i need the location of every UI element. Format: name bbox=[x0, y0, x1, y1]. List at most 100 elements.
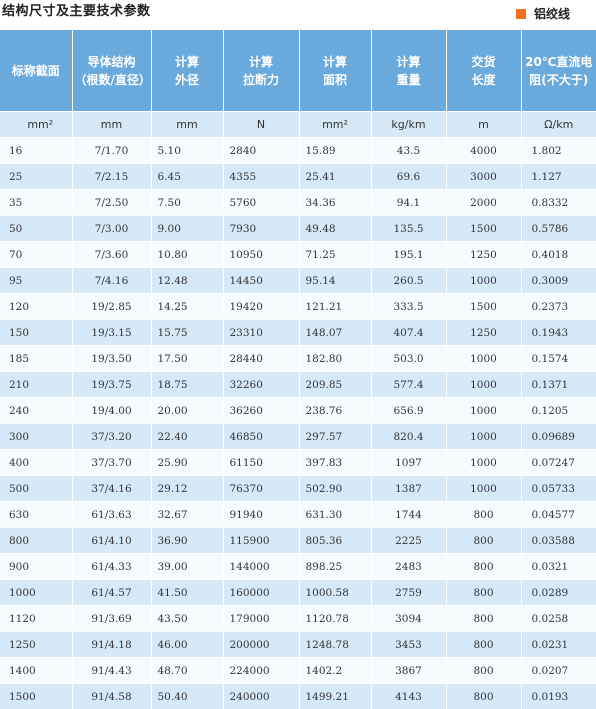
table-cell: 577.4 bbox=[371, 372, 446, 398]
table-cell: 150 bbox=[0, 320, 72, 346]
table-cell: 50.40 bbox=[151, 684, 223, 709]
table-cell: 1500 bbox=[446, 294, 521, 320]
table-cell: 0.0321 bbox=[521, 554, 596, 580]
orange-square-icon bbox=[516, 9, 526, 19]
table-cell: 0.0207 bbox=[521, 658, 596, 684]
table-cell: 1000 bbox=[0, 580, 72, 606]
table-cell: 240000 bbox=[223, 684, 299, 709]
table-cell: 22.40 bbox=[151, 424, 223, 450]
header-area: 计算 面积 bbox=[299, 30, 371, 112]
header-label: 20℃直流电 bbox=[524, 53, 595, 71]
table-cell: 48.70 bbox=[151, 658, 223, 684]
table-cell: 19/2.85 bbox=[72, 294, 151, 320]
table-cell: 0.3009 bbox=[521, 268, 596, 294]
header-nominal-section: 标称截面 bbox=[0, 30, 72, 112]
table-cell: 0.0231 bbox=[521, 632, 596, 658]
table-cell: 17.50 bbox=[151, 346, 223, 372]
table-cell: 1120 bbox=[0, 606, 72, 632]
table-cell: 0.4018 bbox=[521, 242, 596, 268]
header-weight: 计算 重量 bbox=[371, 30, 446, 112]
table-cell: 121.21 bbox=[299, 294, 371, 320]
table-cell: 1402.2 bbox=[299, 658, 371, 684]
table-cell: 46850 bbox=[223, 424, 299, 450]
table-cell: 300 bbox=[0, 424, 72, 450]
table-cell: 502.90 bbox=[299, 476, 371, 502]
table-cell: 185 bbox=[0, 346, 72, 372]
header-label-sub: 面积 bbox=[302, 71, 369, 89]
table-cell: 800 bbox=[446, 632, 521, 658]
table-cell: 91/4.43 bbox=[72, 658, 151, 684]
header-label-sub: 外径 bbox=[154, 71, 221, 89]
table-cell: 0.1371 bbox=[521, 372, 596, 398]
table-cell: 0.8332 bbox=[521, 190, 596, 216]
table-cell: 23310 bbox=[223, 320, 299, 346]
table-cell: 7/3.60 bbox=[72, 242, 151, 268]
table-cell: 210 bbox=[0, 372, 72, 398]
table-cell: 656.9 bbox=[371, 398, 446, 424]
header-label-sub: 阻(不大于) bbox=[524, 71, 595, 89]
unit-cell: mm² bbox=[299, 112, 371, 138]
table-cell: 3000 bbox=[446, 164, 521, 190]
table-cell: 0.09689 bbox=[521, 424, 596, 450]
table-cell: 0.0258 bbox=[521, 606, 596, 632]
table-cell: 800 bbox=[446, 606, 521, 632]
table-cell: 200000 bbox=[223, 632, 299, 658]
table-cell: 91/4.58 bbox=[72, 684, 151, 709]
table-cell: 49.48 bbox=[299, 216, 371, 242]
table-cell: 32260 bbox=[223, 372, 299, 398]
unit-cell: mm² bbox=[0, 112, 72, 138]
table-cell: 240 bbox=[0, 398, 72, 424]
table-cell: 1250 bbox=[0, 632, 72, 658]
header-label: 计算 bbox=[154, 53, 221, 71]
table-cell: 37/3.70 bbox=[72, 450, 151, 476]
table-cell: 400 bbox=[0, 450, 72, 476]
table-cell: 0.04577 bbox=[521, 502, 596, 528]
table-cell: 37/3.20 bbox=[72, 424, 151, 450]
table-cell: 500 bbox=[0, 476, 72, 502]
table-cell: 820.4 bbox=[371, 424, 446, 450]
table-cell: 115900 bbox=[223, 528, 299, 554]
table-cell: 14.25 bbox=[151, 294, 223, 320]
table-cell: 6.45 bbox=[151, 164, 223, 190]
table-cell: 0.2373 bbox=[521, 294, 596, 320]
product-tag-label: 铝绞线 bbox=[534, 6, 570, 22]
table-cell: 1000 bbox=[446, 372, 521, 398]
table-cell: 630 bbox=[0, 502, 72, 528]
table-cell: 71.25 bbox=[299, 242, 371, 268]
table-cell: 19/3.50 bbox=[72, 346, 151, 372]
unit-cell: kg/km bbox=[371, 112, 446, 138]
header-label-sub: 重量 bbox=[374, 71, 444, 89]
units-row: mm² mm mm N mm² kg/km m Ω/km bbox=[0, 112, 596, 138]
table-cell: 15.75 bbox=[151, 320, 223, 346]
table-cell: 61/3.63 bbox=[72, 502, 151, 528]
product-tag: 铝绞线 bbox=[516, 6, 570, 22]
table-cell: 91/4.18 bbox=[72, 632, 151, 658]
table-cell: 407.4 bbox=[371, 320, 446, 346]
table-cell: 1744 bbox=[371, 502, 446, 528]
page-title: 结构尺寸及主要技术参数 bbox=[2, 1, 151, 23]
table-cell: 91/3.69 bbox=[72, 606, 151, 632]
table-cell: 25.90 bbox=[151, 450, 223, 476]
table-cell: 9.00 bbox=[151, 216, 223, 242]
header-label-sub: 拉断力 bbox=[226, 71, 297, 89]
table-cell: 224000 bbox=[223, 658, 299, 684]
table-cell: 1248.78 bbox=[299, 632, 371, 658]
table-cell: 148.07 bbox=[299, 320, 371, 346]
table-cell: 91940 bbox=[223, 502, 299, 528]
table-cell: 1499.21 bbox=[299, 684, 371, 709]
header-label-sub: 长度 bbox=[449, 71, 519, 89]
table-cell: 3867 bbox=[371, 658, 446, 684]
table-cell: 61150 bbox=[223, 450, 299, 476]
table-cell: 238.76 bbox=[299, 398, 371, 424]
table-cell: 1000 bbox=[446, 450, 521, 476]
table-cell: 36.90 bbox=[151, 528, 223, 554]
table-cell: 14450 bbox=[223, 268, 299, 294]
table-cell: 800 bbox=[446, 502, 521, 528]
table-cell: 36260 bbox=[223, 398, 299, 424]
